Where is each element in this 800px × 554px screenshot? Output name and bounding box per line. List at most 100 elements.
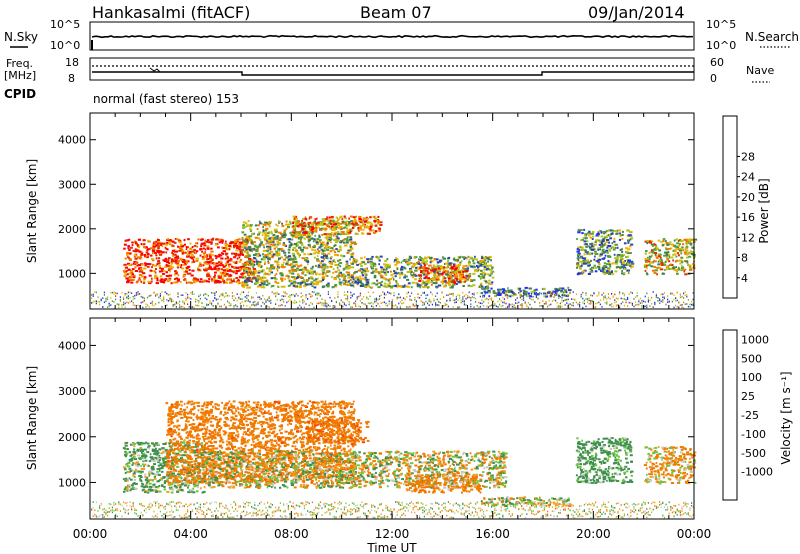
data-cell [124,272,127,275]
data-cell [158,241,161,243]
data-cell [684,247,688,250]
data-cell [686,261,689,264]
ground-scatter-cell [604,302,606,304]
ground-scatter-cell [212,292,214,294]
data-cell [663,262,666,265]
data-cell [251,260,254,263]
data-cell [649,261,653,264]
data-cell [146,254,149,257]
data-cell [393,260,396,263]
data-cell [124,266,127,269]
data-cell [483,268,486,271]
data-cell [206,246,210,249]
data-cell [422,274,426,277]
data-cell [197,268,201,271]
ground-scatter-cell [555,292,557,294]
ground-scatter-cell [385,302,387,305]
data-cell [314,239,317,242]
ground-scatter-cell [326,306,328,308]
data-cell [330,215,334,218]
data-cell [299,269,302,271]
data-cell [151,249,155,252]
data-cell [241,276,246,279]
data-cell [284,254,287,257]
data-cell [333,239,337,241]
ground-scatter-cell [198,301,200,304]
data-cell [219,275,223,278]
data-cell [220,257,224,260]
data-cell [474,255,476,258]
data-cell [438,284,442,287]
data-cell [172,252,175,255]
data-cell [598,231,601,234]
ground-scatter-cell [167,300,169,302]
ground-scatter-cell [679,304,681,306]
ground-scatter-cell [449,299,451,302]
ground-scatter-cell [683,307,685,309]
ground-scatter-cell [420,294,422,297]
data-cell [408,255,412,258]
data-cell [210,247,213,250]
data-cell [454,274,458,277]
ground-scatter-cell [247,300,249,302]
data-cell [480,284,483,287]
data-cell [341,275,345,278]
ground-scatter-cell [615,297,617,299]
data-cell [597,231,600,234]
ground-scatter-cell [148,295,150,297]
ground-scatter-cell [659,298,661,300]
freq-panel: Freq. [MHz] 18 8 60 0 Nave CPID normal (… [4,56,774,106]
data-cell [321,250,325,252]
data-cell [433,276,436,279]
data-cell [263,223,267,226]
ground-scatter-cell [580,296,582,298]
ground-scatter-cell [593,306,595,309]
data-cell [324,229,327,232]
data-cell [261,231,265,234]
data-cell [303,253,307,256]
data-cell [176,279,180,282]
data-cell [176,260,180,263]
data-cell [591,267,593,270]
data-cell [606,239,610,241]
ground-scatter-cell [651,303,653,305]
data-cell [581,262,584,265]
data-cell [595,243,598,246]
data-cell [375,219,378,222]
ground-scatter-cell [305,303,307,305]
ground-scatter-cell [313,306,315,309]
data-cell [275,223,278,226]
ground-scatter-cell [308,293,310,295]
data-cell [262,258,265,261]
data-cell [266,238,269,241]
data-cell [248,257,252,260]
data-cell [224,257,227,260]
data-cell [174,259,178,262]
data-cell [155,254,158,257]
ground-scatter-cell [374,300,376,303]
data-cell [210,258,214,261]
data-cell [140,468,144,470]
ground-scatter-cell [300,306,302,309]
data-cell [487,273,490,276]
ground-scatter-cell [526,295,528,298]
data-cell [278,266,280,269]
data-cell [225,245,228,248]
data-cell [197,267,200,270]
ground-scatter-cell [295,293,297,295]
data-cell [256,274,260,277]
data-cell [226,262,229,265]
ground-scatter-cell [607,293,609,295]
ground-scatter-cell [115,295,117,297]
data-cell [222,250,226,253]
data-cell [480,275,483,278]
data-cell [380,266,382,269]
data-cell [304,246,307,249]
ground-scatter-cell [145,303,147,305]
ground-scatter-cell [343,303,345,306]
ground-scatter-cell [207,303,209,306]
data-cell [370,267,374,270]
data-cell [263,273,266,276]
data-cell [340,215,343,218]
ground-scatter-cell [585,298,587,300]
